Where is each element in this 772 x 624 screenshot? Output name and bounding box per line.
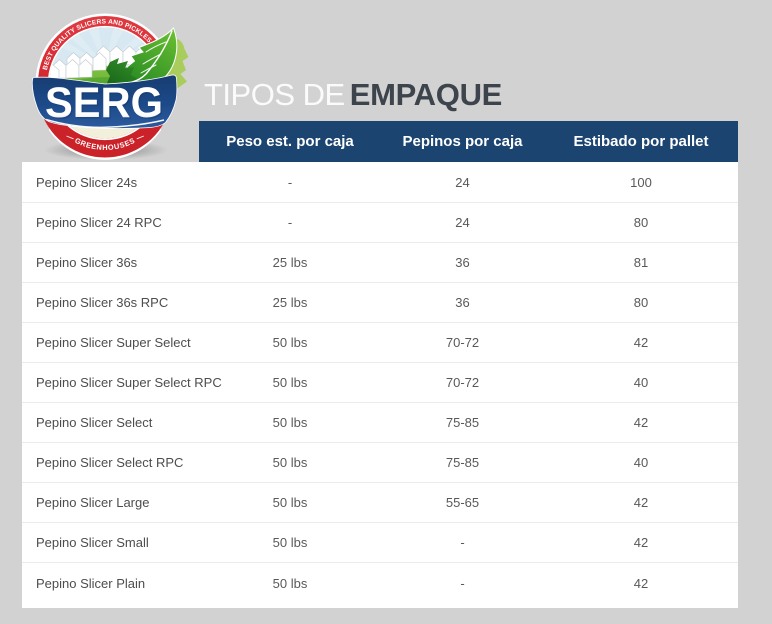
svg-text:SERG: SERG <box>47 81 165 129</box>
svg-text:SERG: SERG <box>45 79 163 127</box>
